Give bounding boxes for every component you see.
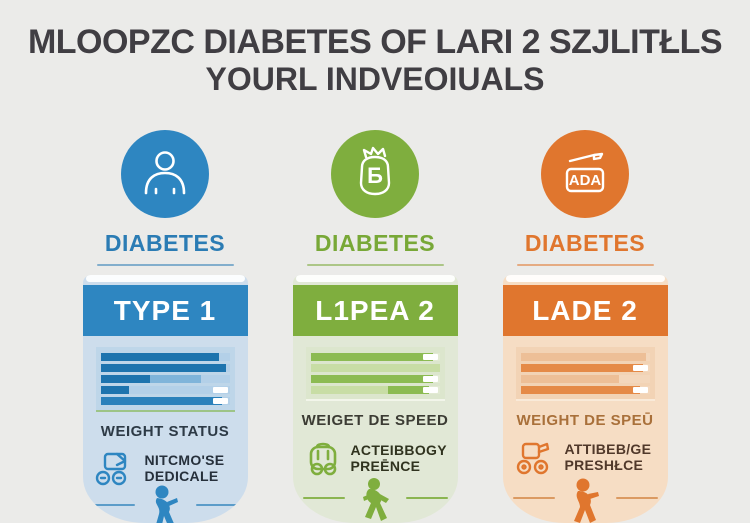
stat-bar — [310, 364, 440, 372]
stat-bar — [520, 353, 650, 361]
feature-line-2: DEDICALE — [144, 468, 219, 484]
card-bottom — [83, 485, 248, 523]
stat-bar — [100, 386, 230, 394]
title-line-1: MLOOPZC DIABETES OF LARI 2 SZJLITŁLS — [27, 23, 723, 61]
stat-bar — [310, 375, 440, 383]
feature-text: ATTIBEB/GE PRESHŁCE — [565, 442, 652, 473]
type-1-card: TYPE 1 WEIGHT STATUS NITCMO'SE DE — [82, 275, 248, 523]
stat-bar — [520, 364, 650, 372]
divider-line — [302, 497, 345, 499]
column-lade-2: ADA DIABETES LADE 2 WEIGHT DE SPEŪ — [502, 130, 668, 523]
backpack-icon — [309, 442, 336, 476]
feature-line-1: ATTIBEB/GE — [564, 441, 652, 458]
diabetes-label: DIABETES — [314, 230, 436, 256]
stat-bar — [100, 375, 230, 383]
l1pea-2-card: L1PEA 2 WEIGET DE SPEED ACTEIBBOGY PREĒN… — [292, 275, 458, 523]
column-type-1: DIABETES TYPE 1 WEIGHT STATUS — [82, 130, 248, 523]
stat-bars — [305, 347, 445, 401]
ada-meter-icon: ADA — [565, 152, 605, 193]
label-underline — [96, 264, 234, 266]
divider-line — [615, 497, 658, 499]
bar-end-tick — [632, 365, 648, 371]
divider-line — [92, 504, 135, 506]
divider-line — [405, 497, 448, 499]
person-circle-badge — [121, 130, 209, 218]
meter-label: ADA — [569, 172, 602, 189]
bar-end-tick — [422, 354, 438, 360]
scale-cart-icon — [95, 452, 126, 486]
label-underline — [516, 264, 654, 266]
title-line-2: YOURL INDVEOIUALS — [205, 61, 545, 98]
bar-end-tick — [632, 387, 648, 393]
feature-text: ACTEIBBOGY PREĒNCE — [351, 443, 447, 474]
weight-de-spe-label: WEIGHT DE SPEŪ — [516, 412, 654, 429]
person-icon — [144, 151, 186, 195]
lade-2-card: LADE 2 WEIGHT DE SPEŪ ATTIBEB/GE — [502, 275, 668, 523]
divider-line — [512, 497, 555, 499]
column-l1pea-2: Б DIABETES L1PEA 2 WEIGET DE SPEED — [292, 130, 458, 523]
diabetes-label: DIABETES — [104, 230, 226, 256]
feature-line-1: NITCMO'SE — [144, 452, 225, 469]
bag-circle-badge: Б — [331, 130, 419, 218]
stat-bar — [520, 386, 650, 394]
stat-bar — [100, 397, 230, 405]
columns-container: DIABETES TYPE 1 WEIGHT STATUS — [0, 130, 750, 523]
child-figure-icon — [155, 485, 178, 523]
card-top-strip — [85, 275, 245, 282]
bar-end-tick — [422, 387, 438, 393]
stat-bar — [310, 386, 440, 394]
card-header-l1pea-2: L1PEA 2 — [292, 285, 458, 336]
weiget-de-speed-label: WEIGET DE SPEED — [301, 412, 449, 429]
card-top-strip — [505, 275, 665, 282]
divider-line — [195, 504, 238, 506]
bar-end-tick — [212, 387, 228, 393]
tractor-icon — [516, 442, 549, 475]
feature-row: ACTEIBBOGY PREĒNCE — [293, 441, 458, 477]
infographic-title: MLOOPZC DIABETES OF LARI 2 SZJLITŁLS YOU… — [0, 23, 750, 98]
stat-bar — [310, 353, 440, 361]
card-header-lade-2: LADE 2 — [502, 285, 668, 336]
label-underline — [306, 264, 444, 266]
bag-letter: Б — [367, 163, 383, 188]
stat-bars — [95, 347, 235, 412]
child-figure-icon — [363, 478, 389, 521]
weight-status-label: WEIGHT STATUS — [100, 423, 230, 440]
feature-row: NITCMO'SE DEDICALE — [83, 452, 248, 486]
bar-end-tick — [212, 398, 228, 404]
diabetes-label: DIABETES — [524, 230, 646, 256]
card-bottom — [293, 478, 458, 523]
stat-bar — [520, 375, 650, 383]
stat-bars — [515, 347, 655, 401]
feature-text: NITCMO'SE DEDICALE — [145, 453, 225, 484]
card-top-strip — [295, 275, 455, 282]
feature-row: ATTIBEB/GE PRESHŁCE — [503, 441, 668, 475]
feature-line-1: ACTEIBBOGY — [350, 442, 447, 459]
meter-circle-badge: ADA — [541, 130, 629, 218]
feature-line-2: PRESHŁCE — [564, 457, 644, 473]
card-bottom — [503, 478, 668, 523]
feature-line-2: PREĒNCE — [350, 458, 421, 474]
child-figure-icon — [574, 478, 599, 523]
stat-bar — [100, 353, 230, 361]
insulin-bag-icon: Б — [359, 146, 391, 196]
card-header-type-1: TYPE 1 — [82, 285, 248, 336]
bar-end-tick — [422, 376, 438, 382]
stat-bar — [100, 364, 230, 372]
